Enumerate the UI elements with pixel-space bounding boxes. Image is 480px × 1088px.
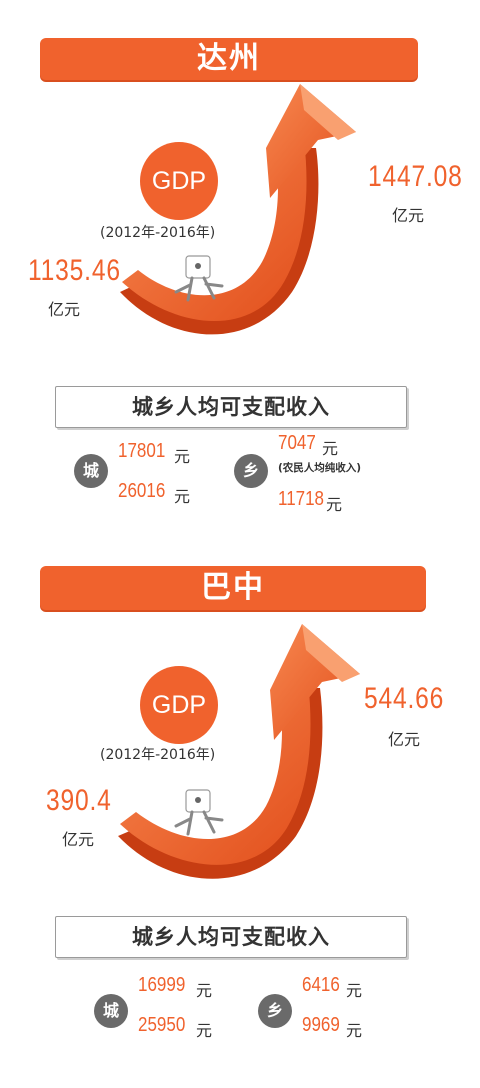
rural-to-unit: 元 [326,495,343,514]
rural-badge: 乡 [234,454,268,488]
rural-from-value: 6416 [302,974,340,996]
urban-badge: 城 [74,454,108,488]
urban-badge: 城 [94,994,128,1028]
rural-from-unit: 元 [346,981,363,1000]
gdp-start-value: 390.4 [46,784,112,817]
running-figure-icon [174,789,224,836]
urban-to-value: 26016 [118,480,166,502]
gdp-circle-label: GDP [140,666,218,744]
city-banner: 达州 [40,38,418,80]
gdp-start-unit: 亿元 [62,830,95,849]
rural-from-unit: 元 [322,439,339,458]
urban-to-value: 25950 [138,1014,186,1036]
city-banner: 巴中 [40,566,426,610]
urban-from-unit: 元 [196,981,213,1000]
gdp-start-value: 1135.46 [28,254,121,287]
income-title: 城乡人均可支配收入 [55,386,407,428]
urban-from-unit: 元 [174,447,191,466]
rural-to-unit: 元 [346,1021,363,1040]
rural-to-value: 11718 [278,488,325,510]
urban-to-unit: 元 [174,487,191,506]
urban-to-unit: 元 [196,1021,213,1040]
rural-to-value: 9969 [302,1014,340,1036]
gdp-end-value: 544.66 [364,682,445,715]
urban-from-value: 16999 [138,974,186,996]
gdp-circle-label: GDP [140,142,218,220]
gdp-end-value: 1447.08 [368,160,463,193]
rural-note: (农民人均纯收入) [278,462,362,474]
years-range: (2012年-2016年) [100,225,216,241]
running-figure-icon [174,255,224,302]
income-title: 城乡人均可支配收入 [55,916,407,958]
gdp-end-unit: 亿元 [392,206,425,225]
growth-arrow-graphic [120,84,356,335]
gdp-start-unit: 亿元 [48,300,81,319]
gdp-end-unit: 亿元 [388,730,421,749]
section-dazhou: 达州 GDP (2012年-2016年) 1135.46 亿元 1447.08 … [0,0,480,540]
growth-arrow-graphic [118,624,360,879]
rural-badge: 乡 [258,994,292,1028]
urban-from-value: 17801 [118,440,166,462]
rural-from-value: 7047 [278,432,316,454]
years-range: (2012年-2016年) [100,747,216,763]
section-bazhong: 巴中 GDP (2012年-2016年) 390.4 亿元 544.66 亿元 … [0,540,480,1080]
